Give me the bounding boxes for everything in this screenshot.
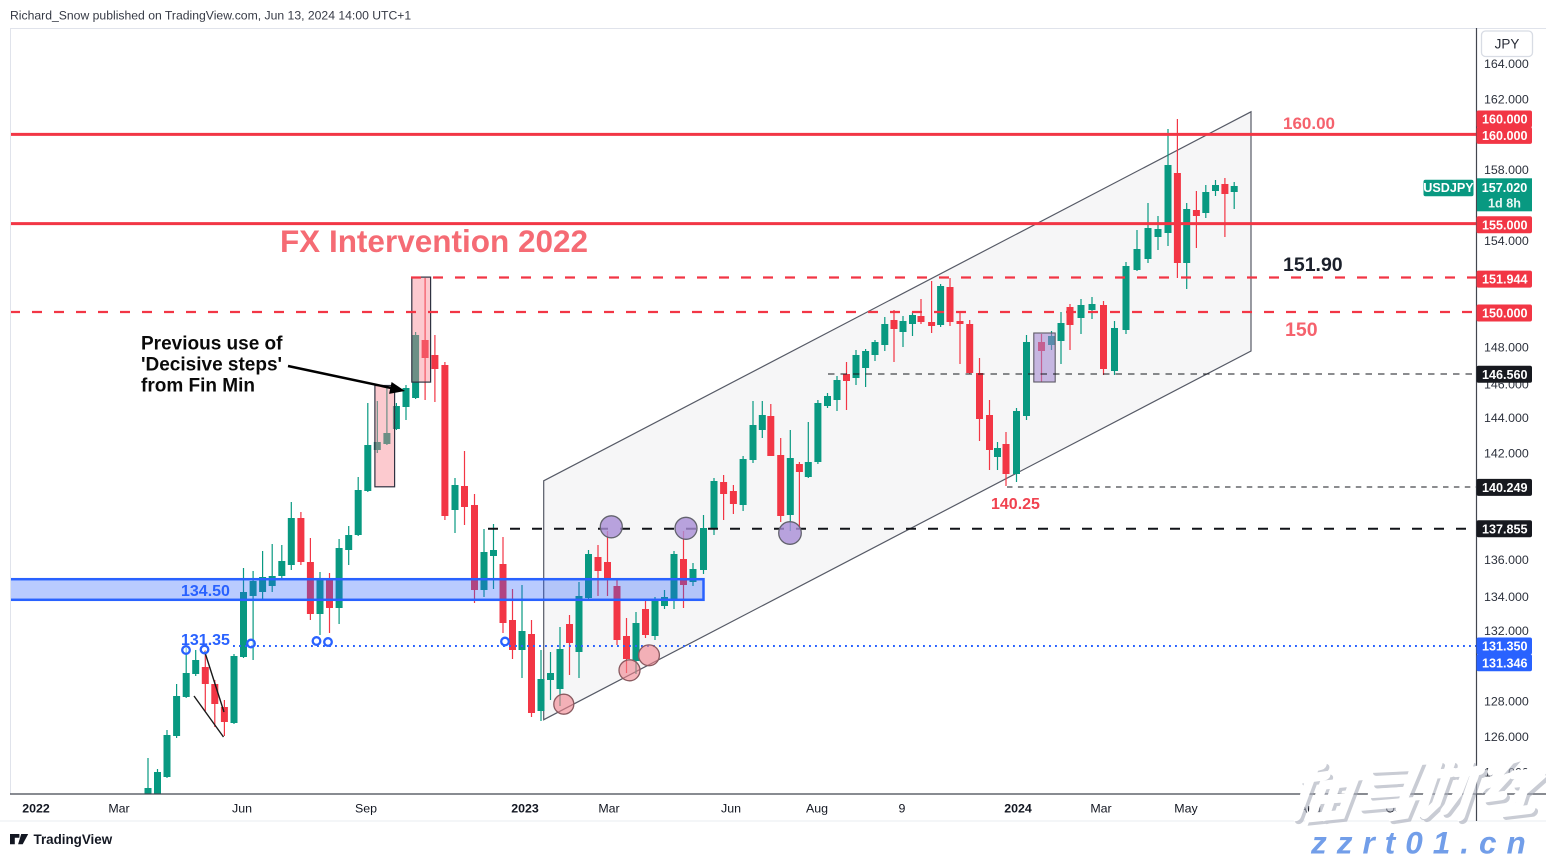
- svg-text:Aug: Aug: [806, 802, 828, 816]
- svg-text:140.249: 140.249: [1482, 481, 1528, 495]
- svg-text:Mar: Mar: [598, 802, 619, 816]
- svg-text:154.000: 154.000: [1484, 234, 1529, 248]
- svg-text:May: May: [1174, 802, 1198, 816]
- svg-text:9: 9: [899, 802, 906, 816]
- svg-text:160.000: 160.000: [1482, 129, 1528, 143]
- svg-text:USDJPY: USDJPY: [1423, 181, 1474, 195]
- svg-text:155.000: 155.000: [1482, 218, 1528, 232]
- svg-text:146.560: 146.560: [1482, 368, 1528, 382]
- svg-text:FX Intervention 2022: FX Intervention 2022: [280, 223, 588, 259]
- svg-text:2022: 2022: [22, 802, 50, 816]
- svg-text:132.000: 132.000: [1484, 624, 1529, 638]
- svg-text:2024: 2024: [1004, 802, 1032, 816]
- svg-text:'Decisive steps': 'Decisive steps': [141, 355, 282, 376]
- svg-text:150.000: 150.000: [1482, 307, 1528, 321]
- svg-text:Jun: Jun: [721, 802, 741, 816]
- svg-text:Jun: Jun: [232, 802, 252, 816]
- svg-text:134.50: 134.50: [181, 583, 230, 600]
- svg-text:1d 8h: 1d 8h: [1488, 197, 1521, 211]
- svg-text:136.000: 136.000: [1484, 553, 1529, 567]
- svg-text:2023: 2023: [511, 802, 539, 816]
- svg-text:JPY: JPY: [1495, 37, 1520, 52]
- svg-text:157.020: 157.020: [1482, 181, 1528, 195]
- svg-text:142.000: 142.000: [1484, 447, 1529, 461]
- svg-text:Previous use of: Previous use of: [141, 334, 283, 355]
- svg-text:131.35: 131.35: [181, 632, 230, 649]
- svg-text:131.350: 131.350: [1482, 640, 1528, 654]
- svg-text:160.00: 160.00: [1283, 114, 1335, 133]
- svg-text:151.944: 151.944: [1482, 273, 1528, 287]
- svg-text:TradingView: TradingView: [34, 832, 113, 847]
- svg-text:134.000: 134.000: [1484, 590, 1529, 604]
- svg-text:144.000: 144.000: [1484, 411, 1529, 425]
- svg-text:160.000: 160.000: [1482, 113, 1528, 127]
- svg-text:126.000: 126.000: [1484, 730, 1529, 744]
- svg-text:Mar: Mar: [108, 802, 129, 816]
- svg-text:164.000: 164.000: [1484, 57, 1529, 71]
- svg-text:158.000: 158.000: [1484, 163, 1529, 177]
- svg-text:137.855: 137.855: [1482, 522, 1528, 536]
- svg-text:128.000: 128.000: [1484, 695, 1529, 709]
- svg-text:131.346: 131.346: [1482, 656, 1528, 670]
- svg-text:140.25: 140.25: [991, 496, 1040, 513]
- svg-text:150: 150: [1285, 319, 1318, 341]
- svg-text:from Fin Min: from Fin Min: [141, 376, 255, 397]
- svg-text:162.000: 162.000: [1484, 92, 1529, 106]
- svg-text:Mar: Mar: [1090, 802, 1111, 816]
- svg-text:Sep: Sep: [355, 802, 377, 816]
- svg-text:148.000: 148.000: [1484, 340, 1529, 354]
- svg-text:Richard_Snow published on Trad: Richard_Snow published on TradingView.co…: [10, 8, 411, 22]
- svg-text:151.90: 151.90: [1283, 254, 1343, 276]
- svg-text:zzrt01.cn: zzrt01.cn: [1310, 825, 1536, 857]
